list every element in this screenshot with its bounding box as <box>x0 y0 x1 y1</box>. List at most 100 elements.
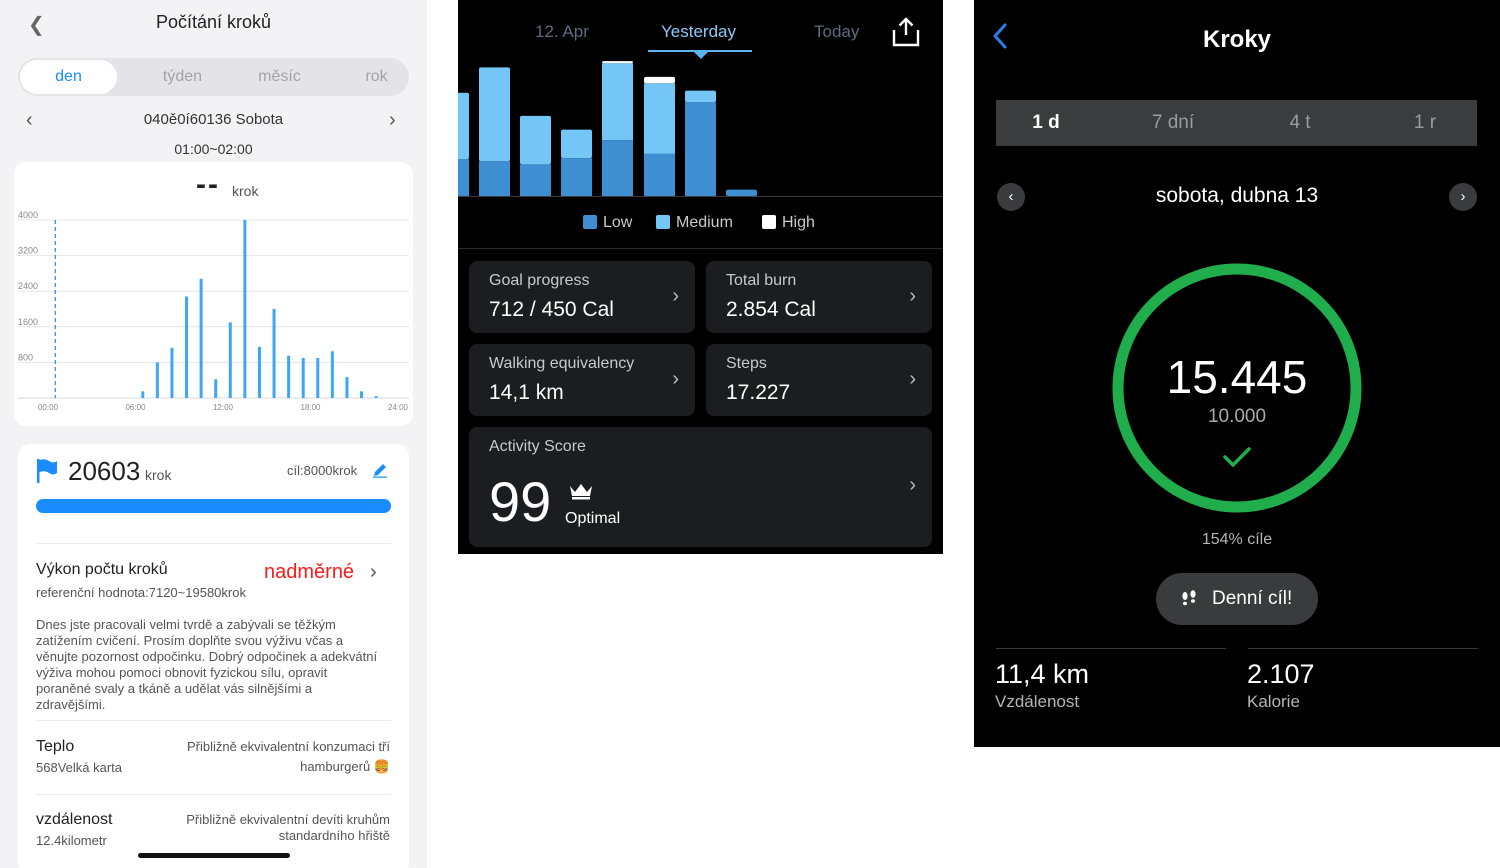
hour-bar[interactable] <box>243 220 247 398</box>
tab-today[interactable]: Today <box>814 22 860 41</box>
hour-bar[interactable] <box>301 357 305 398</box>
x-tick-label: 18:00 <box>300 403 321 412</box>
activity-panel: 12. Apr Yesterday Today Low Medium High … <box>458 0 943 554</box>
selected-hour-value: -- <box>196 168 220 201</box>
tab-previous-day[interactable]: 12. Apr <box>535 22 589 41</box>
performance-title: Výkon počtu kroků <box>36 561 168 578</box>
legend-low-label: Low <box>603 214 633 231</box>
selected-time-range: 01:00~02:00 <box>174 141 253 157</box>
chevron-right-icon: › <box>909 474 916 496</box>
hour-bar[interactable] <box>272 309 276 398</box>
hour-bar[interactable] <box>287 355 291 398</box>
bar-segment-medium[interactable] <box>520 115 551 165</box>
selected-date: 040ě0í60136 Sobota <box>143 111 284 128</box>
tab-1-day[interactable]: 1 d <box>1032 112 1060 133</box>
hour-bar[interactable] <box>155 362 159 398</box>
edit-pencil-icon[interactable] <box>372 462 388 478</box>
bar-segment-high[interactable] <box>602 61 633 64</box>
tab-yesterday[interactable]: Yesterday <box>661 22 736 41</box>
hour-bar[interactable] <box>374 396 378 398</box>
hourly-steps-chart[interactable]: 800 1600 2400 3200 4000 00:00 06:00 12:00 18:00 2… <box>14 210 413 420</box>
intensity-bar-chart[interactable] <box>458 60 943 197</box>
steps-tile[interactable]: Steps 17.227 › <box>706 344 932 416</box>
period-selector: den týden měsíc rok <box>18 58 409 96</box>
total-burn-tile[interactable]: Total burn 2.854 Cal › <box>706 261 932 333</box>
y-tick-label: 800 <box>18 352 33 362</box>
x-tick-label: 00:00 <box>38 403 59 412</box>
performance-chevron-icon[interactable]: › <box>370 561 377 583</box>
bar-segment-medium[interactable] <box>685 90 716 103</box>
hour-bar[interactable] <box>199 278 203 398</box>
tab-day[interactable]: den <box>20 60 117 94</box>
legend-high: High <box>762 214 815 232</box>
bar-segment-medium[interactable] <box>479 67 510 162</box>
bar-segment-medium[interactable] <box>561 129 592 159</box>
hour-bar[interactable] <box>185 296 189 398</box>
hour-bar[interactable] <box>330 351 334 398</box>
distance-label: Vzdálenost <box>995 692 1080 711</box>
hour-bar[interactable] <box>345 377 349 398</box>
tab-7-days[interactable]: 7 dní <box>1151 112 1195 133</box>
bar-segment-low[interactable] <box>685 102 716 196</box>
bar-segment-medium[interactable] <box>602 63 633 141</box>
tab-4-weeks[interactable]: 4 t <box>1289 112 1311 133</box>
bar-segment-low[interactable] <box>726 189 757 196</box>
y-tick-label: 1600 <box>18 317 38 327</box>
chevron-right-icon: › <box>672 368 679 390</box>
performance-reference: referenční hodnota:7120~19580krok <box>36 585 246 600</box>
next-day-chevron-icon[interactable]: › <box>1449 183 1477 211</box>
activity-score-tile[interactable]: Activity Score 99 Optimal › <box>469 427 932 547</box>
page-title: Počítání kroků <box>155 12 272 32</box>
tab-1-year[interactable]: 1 r <box>1413 112 1437 133</box>
walking-equivalency-tile[interactable]: Walking equivalency 14,1 km › <box>469 344 695 416</box>
tab-week[interactable]: týden <box>162 68 203 85</box>
home-indicator[interactable] <box>138 853 290 858</box>
bar-segment-low[interactable] <box>602 140 633 196</box>
steps-panel: Kroky 1 d 7 dní 4 t 1 r ‹ sobota, dubna … <box>974 0 1500 747</box>
next-day-chevron-icon[interactable]: › <box>389 109 396 131</box>
tab-year[interactable]: rok <box>365 68 388 85</box>
legend-high-label: High <box>782 214 815 231</box>
activity-score-status: Optimal <box>565 510 621 527</box>
x-tick-label: 06:00 <box>125 403 146 412</box>
active-tab-caret-icon <box>694 52 708 59</box>
distance-value: 11,4 km <box>995 659 1090 689</box>
divider <box>996 648 1226 649</box>
bar-segment-medium[interactable] <box>644 83 675 154</box>
goal-progress-value: 712 / 450 Cal <box>489 298 614 321</box>
previous-day-chevron-icon[interactable]: ‹ <box>26 109 33 131</box>
back-chevron-icon[interactable]: ❮ <box>28 14 45 36</box>
bar-segment-medium[interactable] <box>458 92 469 160</box>
total-burn-label: Total burn <box>726 272 797 289</box>
total-steps-unit: krok <box>145 467 172 483</box>
bar-segment-low[interactable] <box>561 158 592 196</box>
steps-value: 17.227 <box>726 381 791 404</box>
distance-title: vzdálenost <box>36 811 113 828</box>
calories-value: 2.107 <box>1247 659 1315 689</box>
hour-bar[interactable] <box>214 379 218 398</box>
selected-hour-unit: krok <box>232 183 259 199</box>
hour-bar[interactable] <box>228 322 232 398</box>
distance-value: 12.4kilometr <box>36 833 107 848</box>
bar-segment-low[interactable] <box>520 164 551 196</box>
share-icon[interactable] <box>891 16 921 48</box>
hour-bar[interactable] <box>257 346 261 398</box>
bar-segment-low[interactable] <box>458 159 469 196</box>
daily-goal-button[interactable]: Denní cíl! <box>1156 573 1318 625</box>
goal-progress-tile[interactable]: Goal progress 712 / 450 Cal › <box>469 261 695 333</box>
hour-bar[interactable] <box>360 391 364 398</box>
tab-month[interactable]: měsíc <box>258 68 301 85</box>
bar-segment-high[interactable] <box>644 76 675 84</box>
legend-medium-swatch <box>656 215 670 229</box>
legend-high-swatch <box>762 215 776 229</box>
bar-segment-low[interactable] <box>644 153 675 196</box>
chevron-right-icon: › <box>672 285 679 307</box>
hour-bar[interactable] <box>141 391 145 398</box>
divider <box>458 248 943 249</box>
activity-score-value: 99 <box>489 470 552 533</box>
hour-bar[interactable] <box>170 347 174 398</box>
back-chevron-icon[interactable] <box>992 22 1008 50</box>
previous-day-chevron-icon[interactable]: ‹ <box>997 183 1025 211</box>
bar-segment-low[interactable] <box>479 161 510 196</box>
hour-bar[interactable] <box>316 357 320 398</box>
